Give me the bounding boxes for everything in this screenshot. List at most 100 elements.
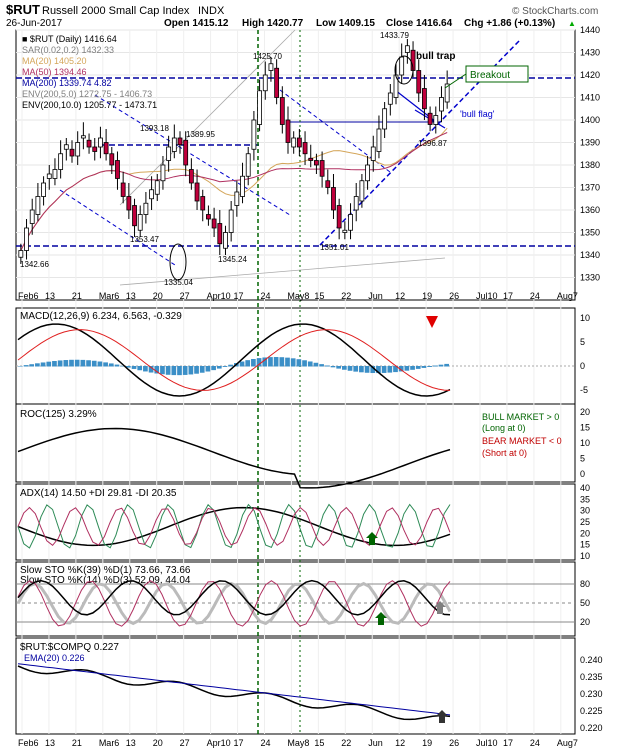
candle-body (29, 209, 35, 224)
candle-body (439, 97, 444, 112)
macd-bar (438, 364, 444, 367)
adx-line (17, 506, 451, 547)
adx-panel (15, 483, 576, 561)
x-tick-label: 20 (153, 738, 163, 748)
legend-entry: ENV(200,10.0) 1205.77 - 1473.71 (22, 100, 157, 110)
macd-bar (103, 362, 108, 367)
roc-ticks: 20 15 10 5 0 (580, 407, 590, 479)
macd-bar (307, 361, 313, 367)
macd-bar (336, 366, 341, 369)
tick-label: 20 (580, 528, 590, 538)
tick-label: 0.230 (580, 689, 603, 699)
tick-label: 0 (580, 469, 585, 479)
x-tick-label: 21 (72, 738, 82, 748)
envelope-upper-line (119, 29, 296, 206)
macd-bar (194, 366, 199, 374)
label-1353: 1353.47 (130, 235, 159, 244)
tick-label: 5 (580, 454, 585, 464)
macd-bar (290, 358, 296, 367)
bull-market-sub: (Long at 0) (482, 423, 526, 433)
macd-bar (177, 366, 182, 376)
macd-bar (410, 366, 415, 370)
tick-label: 0.235 (580, 672, 603, 682)
macd-bar (29, 364, 35, 367)
candle-body (296, 137, 302, 148)
macd-bar (393, 366, 398, 373)
x-tick-label: 22 (341, 291, 351, 301)
y-tick-label: 1410 (580, 93, 600, 103)
macd-bar (285, 357, 290, 367)
candle-body (336, 205, 342, 229)
x-tick-label: 24 (530, 738, 540, 748)
candle-body (228, 209, 234, 233)
macd-bar (199, 366, 205, 373)
high: High 1420.77 (242, 18, 304, 29)
tick-label: 20 (580, 617, 590, 627)
macd-bar (353, 366, 359, 372)
up-arrow-icon (375, 612, 387, 625)
macd-bar (364, 366, 370, 373)
roc-panel (15, 403, 576, 483)
candle-body (285, 119, 291, 143)
candle-body (422, 88, 427, 110)
y-tick-label: 1420 (580, 70, 600, 80)
candle-body (433, 115, 439, 125)
macd-bar (52, 360, 57, 367)
macd-bar (432, 365, 438, 367)
macd-bar (40, 362, 46, 367)
x-tick-label: 24 (260, 291, 270, 301)
macd-bar (387, 366, 393, 373)
macd-bar (239, 361, 245, 367)
candle-body (331, 187, 336, 211)
x-tick-label: Feb6 (18, 291, 39, 301)
macd-bar (427, 366, 432, 367)
candle-body (137, 214, 143, 231)
candle-body (325, 180, 331, 188)
candle-body (399, 56, 405, 76)
label-1345: 1345.24 (218, 255, 247, 264)
legend-entry: MA(50) 1394.46 (22, 67, 87, 77)
candle-body (314, 160, 319, 166)
sto-fast-line (17, 580, 451, 627)
x-tick-label: May8 (287, 291, 309, 301)
x-tick-label: Apr10 (207, 738, 231, 748)
open: Open 1415.12 (164, 18, 229, 29)
candle-body (80, 135, 86, 139)
macd-bar (302, 360, 307, 367)
macd-bar (126, 366, 131, 368)
tick-label: 30 (580, 506, 590, 516)
tick-label: 25 (580, 517, 590, 527)
label-1396: 1396.87 (418, 139, 447, 148)
candle-body (166, 146, 172, 161)
x-tick-label: 13 (45, 738, 55, 748)
x-tick-label: 15 (314, 291, 324, 301)
macd-bar (74, 359, 80, 367)
macd-bar (80, 359, 86, 367)
candle-body (41, 182, 46, 197)
macd-bar (143, 366, 148, 372)
x-tick-label: 20 (153, 291, 163, 301)
x-tick-label: 21 (72, 291, 82, 301)
macd-bar (319, 364, 324, 367)
candle-body (416, 70, 422, 94)
candle-body (24, 227, 29, 251)
y-tick-label: 1350 (580, 228, 600, 238)
macd-bar (131, 366, 137, 369)
macd-bar (330, 366, 336, 368)
macd-bar (342, 366, 347, 370)
macd-bar (296, 359, 302, 367)
tick-label: 0 (580, 361, 585, 371)
chg: Chg +1.86 (+0.13%) (464, 18, 555, 29)
candle-body (46, 173, 52, 179)
macd-line (17, 323, 451, 397)
candle-body (115, 160, 120, 179)
macd-bar (313, 362, 319, 367)
tick-label: 0.225 (580, 706, 603, 716)
y-tick-label: 1400 (580, 115, 600, 125)
candle-body (279, 97, 285, 125)
tick-label: 10 (580, 551, 590, 561)
y-tick-label: 1430 (580, 48, 600, 58)
